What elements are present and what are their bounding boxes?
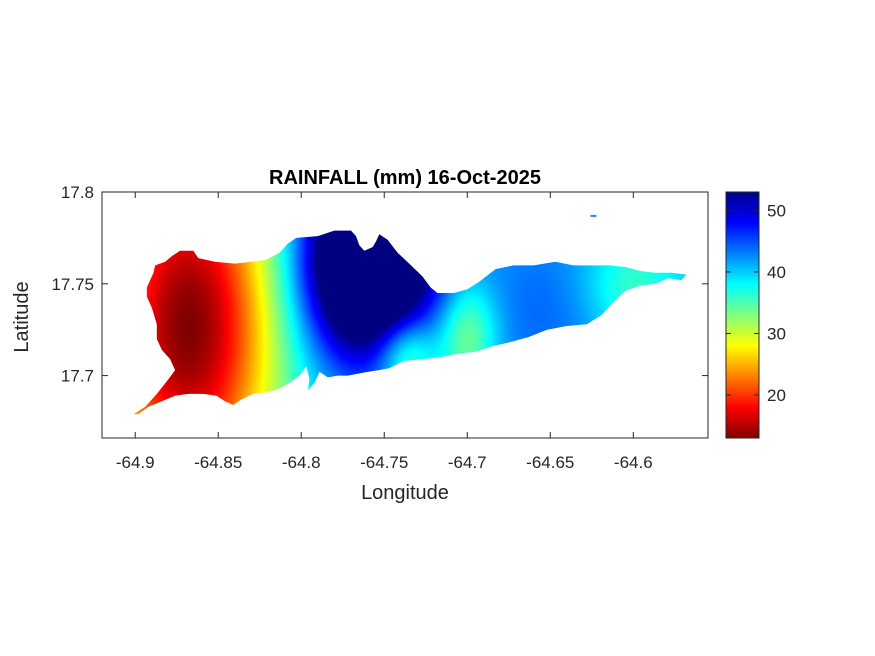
y-tick-label: 17.8	[61, 183, 94, 202]
x-tick-label: -64.75	[360, 453, 408, 472]
colorbar-tick-label: 20	[767, 386, 786, 405]
x-axis: -64.9 -64.85 -64.8 -64.75 -64.7 -64.65 -64.6	[116, 192, 653, 472]
islet-mark	[590, 214, 597, 217]
plot-frame	[101, 191, 709, 439]
x-tick-label: -64.6	[614, 453, 653, 472]
x-axis-label: Longitude	[361, 482, 449, 504]
y-axis: 17.7 17.75 17.8	[51, 183, 708, 386]
colorbar-tick-label: 30	[767, 324, 786, 343]
x-tick-label: -64.8	[282, 453, 321, 472]
x-tick-label: -64.9	[116, 453, 155, 472]
x-tick-label: -64.65	[526, 453, 574, 472]
colorbar-ticks: 20 30 40 50	[726, 201, 786, 405]
x-tick-label: -64.7	[448, 453, 487, 472]
y-tick-label: 17.7	[61, 367, 94, 386]
colorbar-tick-label: 40	[767, 263, 786, 282]
x-tick-label: -64.85	[194, 453, 242, 472]
y-tick-label: 17.75	[51, 275, 94, 294]
colorbar	[725, 191, 760, 439]
y-axis-label: Latitude	[11, 281, 33, 352]
chart-title: RAINFALL (mm) 16-Oct-2025	[269, 167, 541, 189]
colorbar-tick-label: 50	[767, 201, 786, 220]
